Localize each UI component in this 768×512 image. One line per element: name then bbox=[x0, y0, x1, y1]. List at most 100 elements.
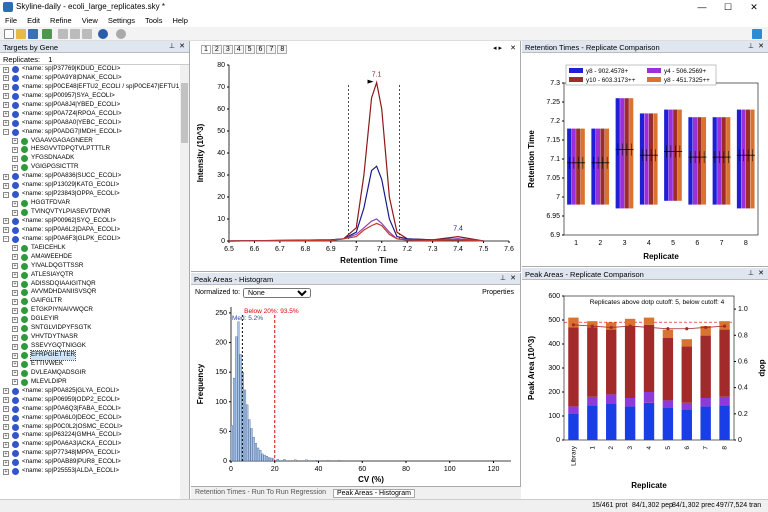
tree-peptide-row[interactable]: + HGGTFDVAR bbox=[0, 199, 180, 208]
expand-icon[interactable]: + bbox=[3, 450, 9, 457]
close-icon[interactable]: ✕ bbox=[510, 45, 516, 52]
tree-peptide-row[interactable]: + SSEVYGQTNIGGK bbox=[0, 342, 180, 351]
menu-view[interactable]: View bbox=[81, 16, 98, 25]
rt-comparison-chart[interactable]: 6.9 6.95 7 7.05 7.1 7.15 7.2 7.25 7.3 1 2 3 4 5 6 7 8 Rep… bbox=[522, 53, 768, 267]
replicate-tab[interactable]: 4 bbox=[233, 45, 244, 54]
tree-protein-row[interactable]: − <name: sp|P23843|OPPA_ECOLI> bbox=[0, 190, 180, 199]
expand-icon[interactable]: + bbox=[12, 254, 18, 261]
expand-icon[interactable]: + bbox=[12, 200, 18, 207]
expand-icon[interactable]: + bbox=[12, 164, 18, 171]
open-folder-icon[interactable] bbox=[16, 29, 26, 39]
tree-protein-row[interactable]: + <name: sp|P0CE48|EFTU2_ECOLI / sp|P0CE4… bbox=[0, 83, 180, 92]
expand-icon[interactable]: + bbox=[12, 245, 18, 252]
tree-peptide-row[interactable]: + EFRPGIETTER bbox=[0, 350, 180, 361]
tree-protein-row[interactable]: + <name: sp|P00957|SYA_ECOLI> bbox=[0, 92, 180, 101]
replicate-tab[interactable]: 3 bbox=[222, 45, 233, 54]
expand-icon[interactable]: + bbox=[12, 361, 18, 368]
tree-peptide-row[interactable]: + ATLESIAYQTR bbox=[0, 271, 180, 280]
tree-peptide-row[interactable]: + DVLEAMQADSGIR bbox=[0, 369, 180, 378]
tree-protein-row[interactable]: + <name: sp|P0C0L2|OSMC_ECOLI> bbox=[0, 423, 180, 432]
expand-icon[interactable]: + bbox=[12, 272, 18, 279]
menu-help[interactable]: Help bbox=[172, 16, 188, 25]
close-icon[interactable]: ✕ bbox=[758, 270, 764, 277]
expand-icon[interactable]: + bbox=[3, 111, 9, 118]
expand-icon[interactable]: + bbox=[12, 307, 18, 314]
chromatogram-chart[interactable]: 0 10 20 30 40 50 60 70 80 6.5 6.6 6.7 6.8 6.9 7 7.1 7.2 7… bbox=[191, 55, 521, 271]
expand-icon[interactable]: + bbox=[3, 388, 9, 395]
targets-tree[interactable]: + <name: sp|P37769|KDUD_ECOLI> + <name: sp|… bbox=[0, 65, 180, 499]
tree-protein-row[interactable]: + <name: sp|P0A836|SUCC_ECOLI> bbox=[0, 172, 180, 181]
tree-protein-row[interactable]: + <name: sp|P0A9Y8|DNAK_ECOLI> bbox=[0, 74, 180, 83]
tree-protein-row[interactable]: + <name: sp|P0A6A3|ACKA_ECOLI> bbox=[0, 440, 180, 449]
expand-icon[interactable]: + bbox=[3, 432, 9, 439]
expand-icon[interactable]: + bbox=[3, 406, 9, 413]
tree-protein-row[interactable]: + <name: sp|P13029|KATG_ECOLI> bbox=[0, 181, 180, 190]
close-icon[interactable]: ✕ bbox=[758, 43, 764, 50]
tree-peptide-row[interactable]: + VHVTDYTNASR bbox=[0, 333, 180, 342]
settings-icon[interactable] bbox=[752, 29, 762, 39]
tree-peptide-row[interactable]: + ETTIVWEK bbox=[0, 360, 180, 369]
expand-icon[interactable]: + bbox=[12, 281, 18, 287]
maximize-button[interactable]: ☐ bbox=[723, 2, 733, 12]
tree-peptide-row[interactable]: + TVINQVTYLPIASEVTDVNR bbox=[0, 208, 180, 217]
expand-icon[interactable]: + bbox=[3, 93, 9, 100]
tree-peptide-row[interactable]: + SNTGLVIDPYFSGTK bbox=[0, 324, 180, 333]
tree-peptide-row[interactable]: + ADISSDQIAAIGITNQR bbox=[0, 280, 180, 289]
expand-icon[interactable]: + bbox=[12, 209, 18, 216]
redo-icon[interactable] bbox=[116, 29, 126, 39]
pa-comparison-chart[interactable]: 0 100 200 300 400 500 600 0 0.2 0.4 0.6 0.8 1.0 Libra… bbox=[522, 280, 768, 498]
expand-icon[interactable]: + bbox=[12, 352, 18, 359]
expand-icon[interactable]: + bbox=[3, 218, 9, 225]
tree-peptide-row[interactable]: + TAEICEHLK bbox=[0, 244, 180, 253]
tree-protein-row[interactable]: + <name: sp|P0A6L0|DEOC_ECOLI> bbox=[0, 414, 180, 423]
expand-icon[interactable]: + bbox=[3, 424, 9, 430]
tree-protein-row[interactable]: + <name: sp|P63224|GMHA_ECOLI> bbox=[0, 431, 180, 440]
tree-protein-row[interactable]: − <name: sp|P0ADG7|IMDH_ECOLI> bbox=[0, 128, 180, 137]
expand-icon[interactable]: + bbox=[3, 415, 9, 422]
tree-peptide-row[interactable]: + ETGKPIYNAIVWQCR bbox=[0, 306, 180, 315]
tree-peptide-row[interactable]: + YIVALDQGTTSSR bbox=[0, 262, 180, 271]
tree-protein-row[interactable]: + <name: sp|P25553|ALDA_ECOLI> bbox=[0, 467, 180, 476]
pin-icon[interactable]: ⊥ bbox=[747, 43, 754, 50]
undo-icon[interactable] bbox=[98, 29, 108, 39]
replicate-tab[interactable]: 5 bbox=[244, 45, 255, 54]
menu-settings[interactable]: Settings bbox=[107, 16, 135, 25]
replicate-tab[interactable]: 1 bbox=[201, 45, 211, 54]
tree-protein-row[interactable]: + <name: sp|P0A8J4|YBED_ECOLI> bbox=[0, 101, 180, 110]
replicate-tab[interactable]: 2 bbox=[211, 45, 222, 54]
tree-peptide-row[interactable]: + AMAWEEHDE bbox=[0, 253, 180, 262]
expand-icon[interactable]: + bbox=[3, 227, 9, 234]
expand-icon[interactable]: − bbox=[3, 236, 9, 243]
tree-peptide-row[interactable]: + VGAAVGAGAGNEER bbox=[0, 137, 180, 146]
tree-protein-row[interactable]: + <name: sp|P77348|MPPA_ECOLI> bbox=[0, 449, 180, 458]
expand-icon[interactable]: + bbox=[3, 66, 9, 73]
expand-icon[interactable]: + bbox=[3, 173, 9, 180]
paste-icon[interactable] bbox=[82, 29, 92, 39]
replicate-tab[interactable]: 7 bbox=[266, 45, 277, 54]
expand-icon[interactable]: + bbox=[12, 289, 18, 296]
expand-icon[interactable]: + bbox=[12, 146, 18, 153]
tree-protein-row[interactable]: + <name: sp|P00962|SYQ_ECOLI> bbox=[0, 217, 180, 226]
expand-icon[interactable]: + bbox=[12, 138, 18, 144]
tree-scrollbar[interactable] bbox=[180, 65, 189, 499]
expand-icon[interactable]: + bbox=[3, 459, 9, 466]
expand-icon[interactable]: − bbox=[3, 191, 9, 198]
tree-peptide-row[interactable]: + AVVMDHDANIISVSQR bbox=[0, 288, 180, 297]
tree-protein-row[interactable]: + <name: sp|P37769|KDUD_ECOLI> bbox=[0, 65, 180, 74]
tree-peptide-row[interactable]: + DGLEYIR bbox=[0, 315, 180, 324]
copy-icon[interactable] bbox=[70, 29, 80, 39]
menu-file[interactable]: File bbox=[5, 16, 18, 25]
expand-icon[interactable]: + bbox=[3, 102, 9, 109]
replicates-value[interactable]: 1 bbox=[48, 55, 53, 64]
expand-icon[interactable]: + bbox=[3, 120, 9, 127]
expand-icon[interactable]: + bbox=[12, 379, 18, 386]
pin-icon[interactable]: ⊥ bbox=[747, 270, 754, 277]
expand-icon[interactable]: + bbox=[12, 298, 18, 305]
tree-peptide-row[interactable]: + GAIFGLTR bbox=[0, 297, 180, 306]
properties-button[interactable]: Properties bbox=[482, 289, 514, 296]
import-icon[interactable] bbox=[42, 29, 52, 39]
expand-icon[interactable]: + bbox=[12, 325, 18, 332]
tab-rt-regression[interactable]: Retention Times - Run To Run Regression bbox=[195, 489, 326, 496]
cut-icon[interactable] bbox=[58, 29, 68, 39]
scrollbar-thumb[interactable] bbox=[181, 83, 188, 143]
